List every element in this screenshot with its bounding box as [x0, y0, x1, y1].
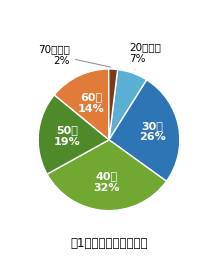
Text: 30代
26%: 30代 26% [139, 121, 165, 142]
Text: 20代以下
7%: 20代以下 7% [129, 43, 161, 69]
Wedge shape [38, 95, 109, 174]
Text: 40代
32%: 40代 32% [93, 171, 120, 193]
Text: 60代
14%: 60代 14% [78, 92, 105, 114]
Text: 70代以上
2%: 70代以上 2% [38, 44, 111, 67]
Text: 50代
19%: 50代 19% [53, 125, 80, 147]
Wedge shape [54, 69, 109, 140]
Wedge shape [109, 69, 118, 140]
Title: 図1　回答者の年齢構成: 図1 回答者の年齢構成 [70, 238, 148, 250]
Wedge shape [109, 80, 180, 181]
Wedge shape [47, 140, 166, 211]
Wedge shape [109, 69, 147, 140]
